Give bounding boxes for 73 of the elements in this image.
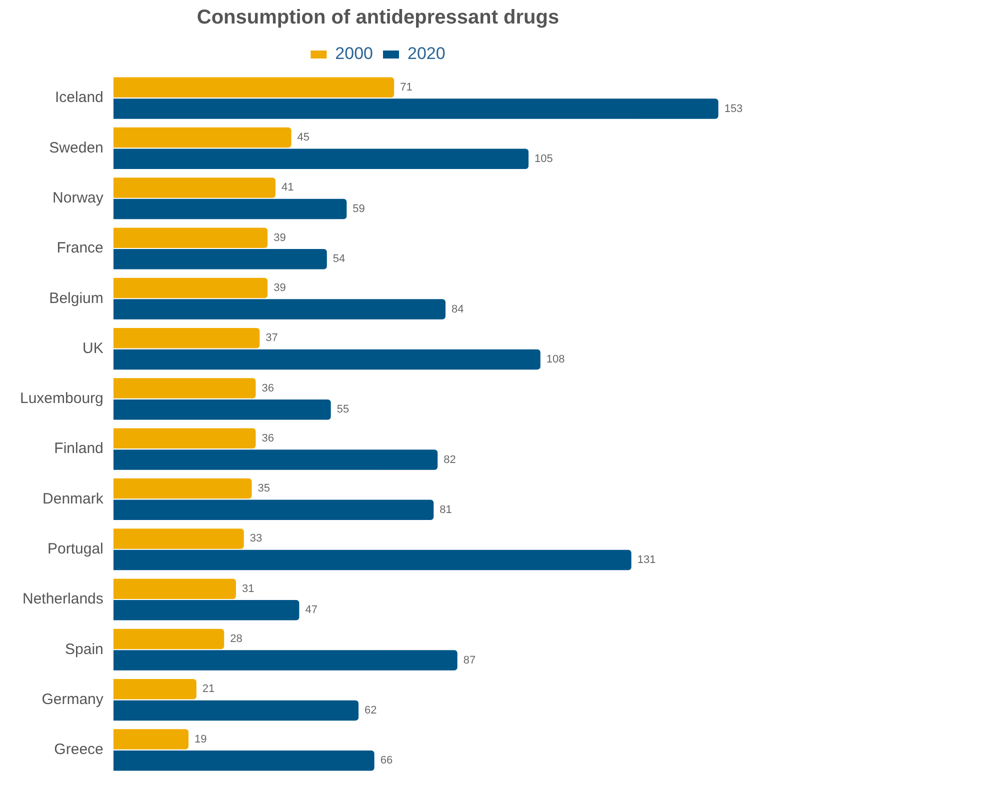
bar <box>113 478 252 499</box>
data-label: 41 <box>281 182 294 194</box>
data-label: 35 <box>258 482 270 495</box>
bar <box>113 378 256 398</box>
bar <box>113 729 189 750</box>
data-label: 108 <box>546 353 565 366</box>
bar <box>113 450 438 470</box>
data-label: 54 <box>332 253 346 266</box>
data-label: 84 <box>452 303 464 316</box>
data-label: 39 <box>274 232 286 244</box>
data-label: 31 <box>242 582 254 595</box>
data-label: 28 <box>230 633 242 646</box>
data-label: 66 <box>380 754 393 767</box>
data-label: 33 <box>250 532 262 545</box>
bar <box>113 148 529 169</box>
bar <box>113 399 331 420</box>
bar <box>113 349 540 370</box>
data-label: 105 <box>534 152 553 165</box>
bar <box>113 299 446 320</box>
data-label: 21 <box>202 683 215 696</box>
chart-title: Consumption of antidepressant drugs <box>196 6 560 29</box>
bar <box>113 550 632 570</box>
bar <box>113 328 260 348</box>
y-tick-label: Denmark <box>42 490 104 508</box>
data-label: 131 <box>637 554 656 566</box>
y-tick-label: Greece <box>54 741 104 758</box>
y-tick-label: UK <box>82 340 104 357</box>
data-label: 36 <box>262 432 274 444</box>
bar <box>113 77 394 98</box>
legend-label: 2020 <box>408 44 446 64</box>
bar <box>113 278 268 298</box>
y-tick-label: Iceland <box>55 89 104 106</box>
bar <box>113 428 256 449</box>
data-label: 87 <box>463 654 476 666</box>
y-tick-label: Spain <box>65 640 104 658</box>
bar <box>113 578 236 599</box>
data-label: 71 <box>400 81 412 94</box>
y-tick-label: Portugal <box>48 540 104 558</box>
data-label: 81 <box>440 504 452 516</box>
data-label: 19 <box>194 733 207 746</box>
bar <box>113 98 718 119</box>
y-tick-label: Luxembourg <box>20 390 104 408</box>
data-label: 37 <box>266 332 278 344</box>
bar <box>113 628 224 650</box>
bar <box>113 127 292 148</box>
data-label: 62 <box>364 704 377 716</box>
data-label: 153 <box>724 102 743 115</box>
bar <box>113 650 458 670</box>
bar <box>113 249 327 270</box>
y-tick-label: France <box>56 240 104 257</box>
data-label: 55 <box>336 404 350 416</box>
data-label: 47 <box>305 604 318 616</box>
y-tick-label: Germany <box>42 690 104 708</box>
y-tick-label: Sweden <box>49 139 104 156</box>
bar <box>113 528 244 549</box>
y-tick-label: Netherlands <box>22 590 104 608</box>
bar <box>113 178 276 198</box>
y-tick-label: Finland <box>54 440 104 458</box>
legend-label: 2000 <box>335 44 374 64</box>
data-label: 36 <box>262 382 274 394</box>
bar <box>113 228 268 248</box>
data-label: 39 <box>274 282 286 294</box>
bar <box>113 679 196 700</box>
data-label: 45 <box>297 132 310 144</box>
bar <box>113 198 347 220</box>
y-tick-label: Belgium <box>49 290 104 307</box>
bar <box>113 750 374 771</box>
y-tick-label: Norway <box>52 190 104 206</box>
data-label: 82 <box>444 454 456 466</box>
data-label: 59 <box>352 203 365 216</box>
bar <box>113 500 434 520</box>
bar <box>113 700 359 721</box>
bar <box>113 600 300 620</box>
